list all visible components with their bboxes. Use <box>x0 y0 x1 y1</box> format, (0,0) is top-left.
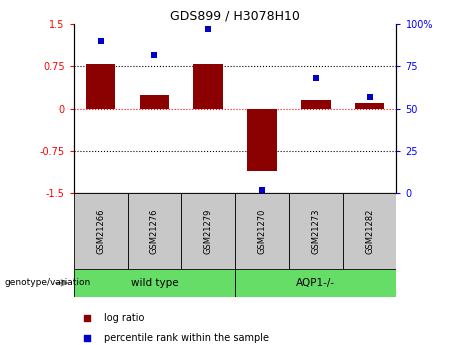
Bar <box>194 63 223 109</box>
Text: GSM21282: GSM21282 <box>365 208 374 254</box>
Bar <box>355 103 384 109</box>
Bar <box>128 193 181 269</box>
Bar <box>86 63 115 109</box>
Point <box>258 187 266 193</box>
Point <box>366 94 373 100</box>
Point <box>312 76 319 81</box>
Text: GSM21273: GSM21273 <box>311 208 320 254</box>
Text: AQP1-/-: AQP1-/- <box>296 278 335 288</box>
Point <box>83 315 90 321</box>
Bar <box>235 269 396 297</box>
Point <box>83 336 90 341</box>
Bar <box>235 193 289 269</box>
Bar <box>301 100 331 109</box>
Text: percentile rank within the sample: percentile rank within the sample <box>104 333 269 343</box>
Bar <box>181 193 235 269</box>
Text: GSM21266: GSM21266 <box>96 208 105 254</box>
Text: log ratio: log ratio <box>104 313 145 323</box>
Bar <box>74 269 235 297</box>
Point <box>205 27 212 32</box>
Point <box>151 52 158 57</box>
Bar <box>289 193 343 269</box>
Bar <box>74 193 128 269</box>
Text: wild type: wild type <box>130 278 178 288</box>
Point <box>97 38 104 44</box>
Text: genotype/variation: genotype/variation <box>5 278 91 287</box>
Bar <box>140 95 169 109</box>
Title: GDS899 / H3078H10: GDS899 / H3078H10 <box>170 10 300 23</box>
Bar <box>343 193 396 269</box>
Text: GSM21279: GSM21279 <box>204 208 213 254</box>
Bar <box>247 109 277 171</box>
Text: GSM21270: GSM21270 <box>258 208 266 254</box>
Text: GSM21276: GSM21276 <box>150 208 159 254</box>
